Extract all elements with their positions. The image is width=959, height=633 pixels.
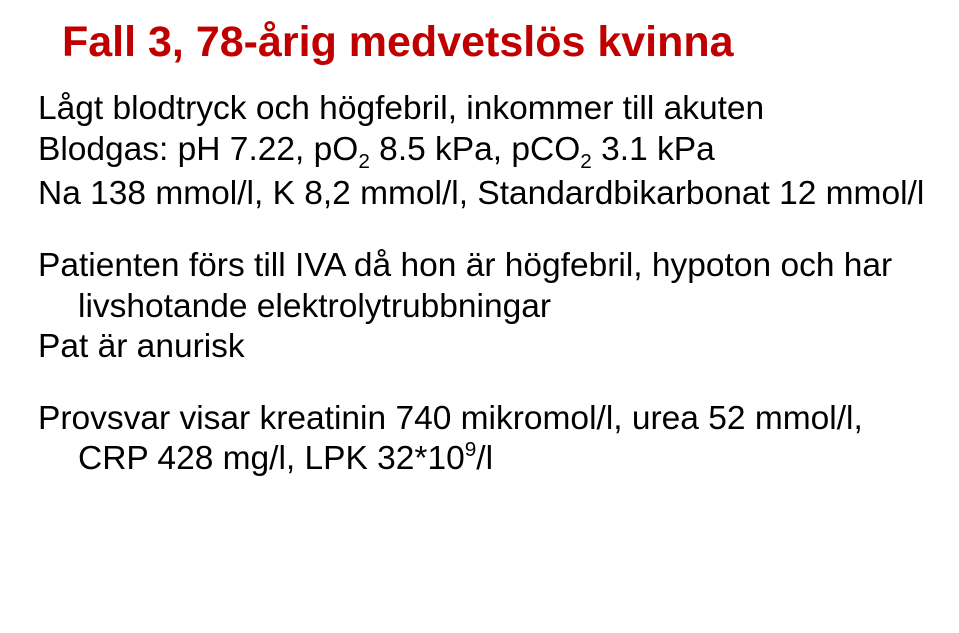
paragraph-3: Provsvar visar kreatinin 740 mikromol/l,… (36, 399, 929, 480)
p2-l1-a: Patienten förs till IVA då hon är högfeb… (38, 247, 771, 284)
p3-l1-a: Provsvar visar kreatinin 740 mikromol/l,… (38, 400, 746, 437)
p1-l2-sub2: 2 (580, 150, 592, 173)
p3-l1-b-sup: 9 (465, 438, 477, 461)
slide-title: Fall 3, 78-årig medvetslös kvinna (62, 18, 929, 67)
paragraph-1: Lågt blodtryck och högfebril, inkommer t… (36, 89, 929, 214)
p2-line2: Pat är anurisk (38, 327, 929, 367)
p1-l2-mid: 8.5 kPa, pCO (370, 131, 580, 168)
p1-l3-b: 12 mmol/l (779, 175, 924, 212)
p1-line2: Blodgas: pH 7.22, pO2 8.5 kPa, pCO2 3.1 … (38, 130, 929, 175)
p1-l2-post: 3.1 kPa (592, 131, 715, 168)
p3-line1: Provsvar visar kreatinin 740 mikromol/l,… (38, 399, 929, 480)
p1-l2-pre: Blodgas: pH 7.22, pO (38, 131, 358, 168)
p3-l1-b-post: /l (476, 440, 493, 477)
p1-line3: Na 138 mmol/l, K 8,2 mmol/l, Standardbik… (38, 174, 929, 214)
p2-line1: Patienten förs till IVA då hon är högfeb… (38, 246, 929, 326)
paragraph-2: Patienten förs till IVA då hon är högfeb… (36, 246, 929, 367)
p1-l2-sub1: 2 (358, 150, 370, 173)
p1-l3-a: Na 138 mmol/l, K 8,2 mmol/l, Standardbik… (38, 175, 770, 212)
p1-line1: Lågt blodtryck och högfebril, inkommer t… (38, 89, 929, 129)
